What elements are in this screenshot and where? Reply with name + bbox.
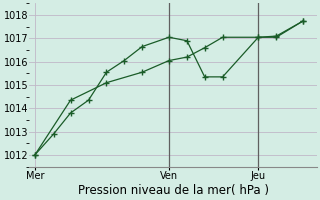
X-axis label: Pression niveau de la mer( hPa ): Pression niveau de la mer( hPa ) xyxy=(77,184,268,197)
